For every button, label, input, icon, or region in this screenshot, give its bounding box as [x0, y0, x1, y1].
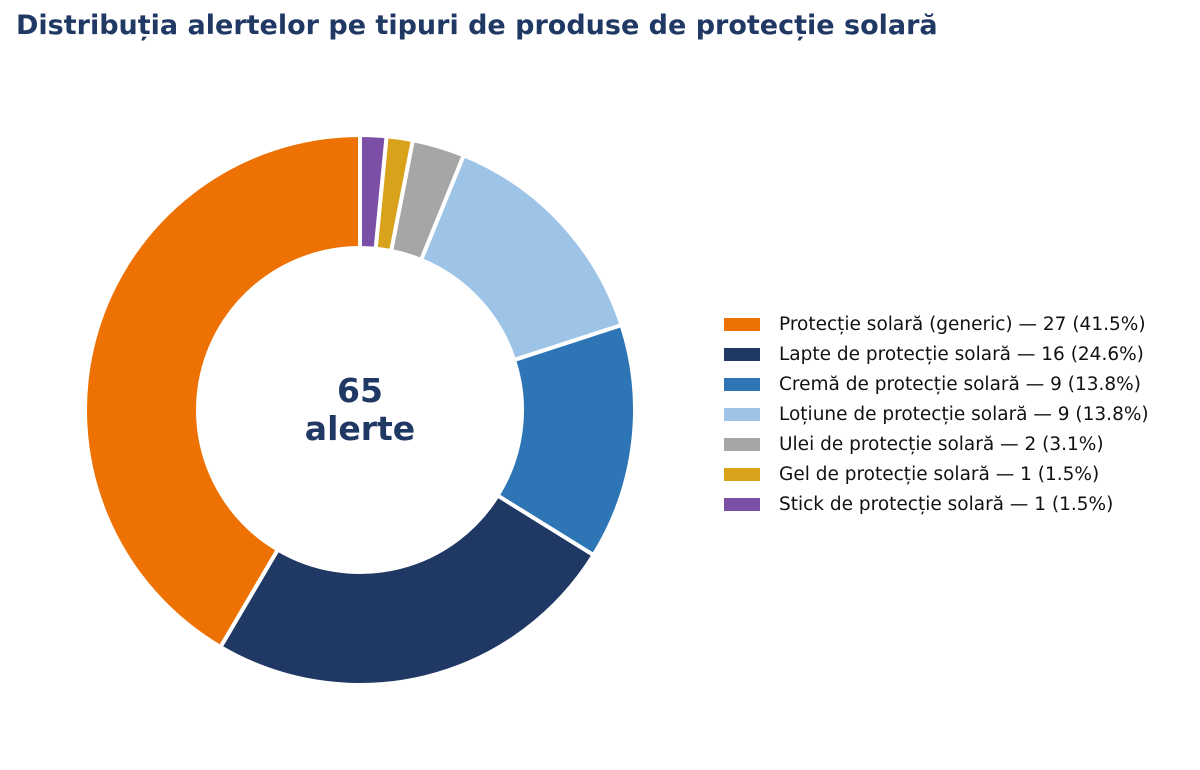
center-total-value: 65: [337, 371, 383, 410]
slice-stick-de-protectie-solara: [358, 133, 389, 251]
legend-item-ulei-de-protectie-solara: Ulei de protecție solară — 2 (3.1%): [724, 429, 1149, 459]
legend-swatch: [724, 317, 760, 331]
donut-chart: 65 alerte: [83, 133, 637, 687]
legend-label: Cremă de protecție solară — 9 (13.8%): [779, 373, 1141, 395]
slice-protectie-solara-generic: [83, 133, 362, 650]
chart-legend: Protecție solară (generic) — 27 (41.5%) L…: [724, 309, 1149, 519]
legend-swatch: [724, 377, 760, 391]
chart-title: Distribuția alertelor pe tipuri de produ…: [16, 10, 938, 41]
legend-item-gel-de-protectie-solara: Gel de protecție solară — 1 (1.5%): [724, 459, 1149, 489]
legend-item-crema-de-protectie-solara: Cremă de protecție solară — 9 (13.8%): [724, 369, 1149, 399]
legend-item-stick-de-protectie-solara: Stick de protecție solară — 1 (1.5%): [724, 489, 1149, 519]
legend-swatch: [724, 467, 760, 481]
legend-swatch: [724, 407, 760, 421]
legend-item-protectie-solara-generic: Protecție solară (generic) — 27 (41.5%): [724, 309, 1149, 339]
legend-item-lapte-de-protectie-solara: Lapte de protecție solară — 16 (24.6%): [724, 339, 1149, 369]
legend-swatch: [724, 347, 760, 361]
center-total-unit: alerte: [305, 409, 415, 448]
legend-swatch: [724, 437, 760, 451]
legend-label: Lapte de protecție solară — 16 (24.6%): [779, 343, 1144, 365]
slice-lapte-de-protectie-solara: [218, 493, 596, 687]
legend-label: Gel de protecție solară — 1 (1.5%): [779, 463, 1100, 485]
legend-item-lotiune-de-protectie-solara: Loțiune de protecție solară — 9 (13.8%): [724, 399, 1149, 429]
legend-swatch: [724, 497, 760, 511]
legend-label: Protecție solară (generic) — 27 (41.5%): [779, 313, 1146, 335]
legend-label: Loțiune de protecție solară — 9 (13.8%): [779, 403, 1149, 425]
legend-label: Ulei de protecție solară — 2 (3.1%): [779, 433, 1104, 455]
legend-label: Stick de protecție solară — 1 (1.5%): [779, 493, 1114, 515]
donut-slices: [83, 133, 637, 687]
